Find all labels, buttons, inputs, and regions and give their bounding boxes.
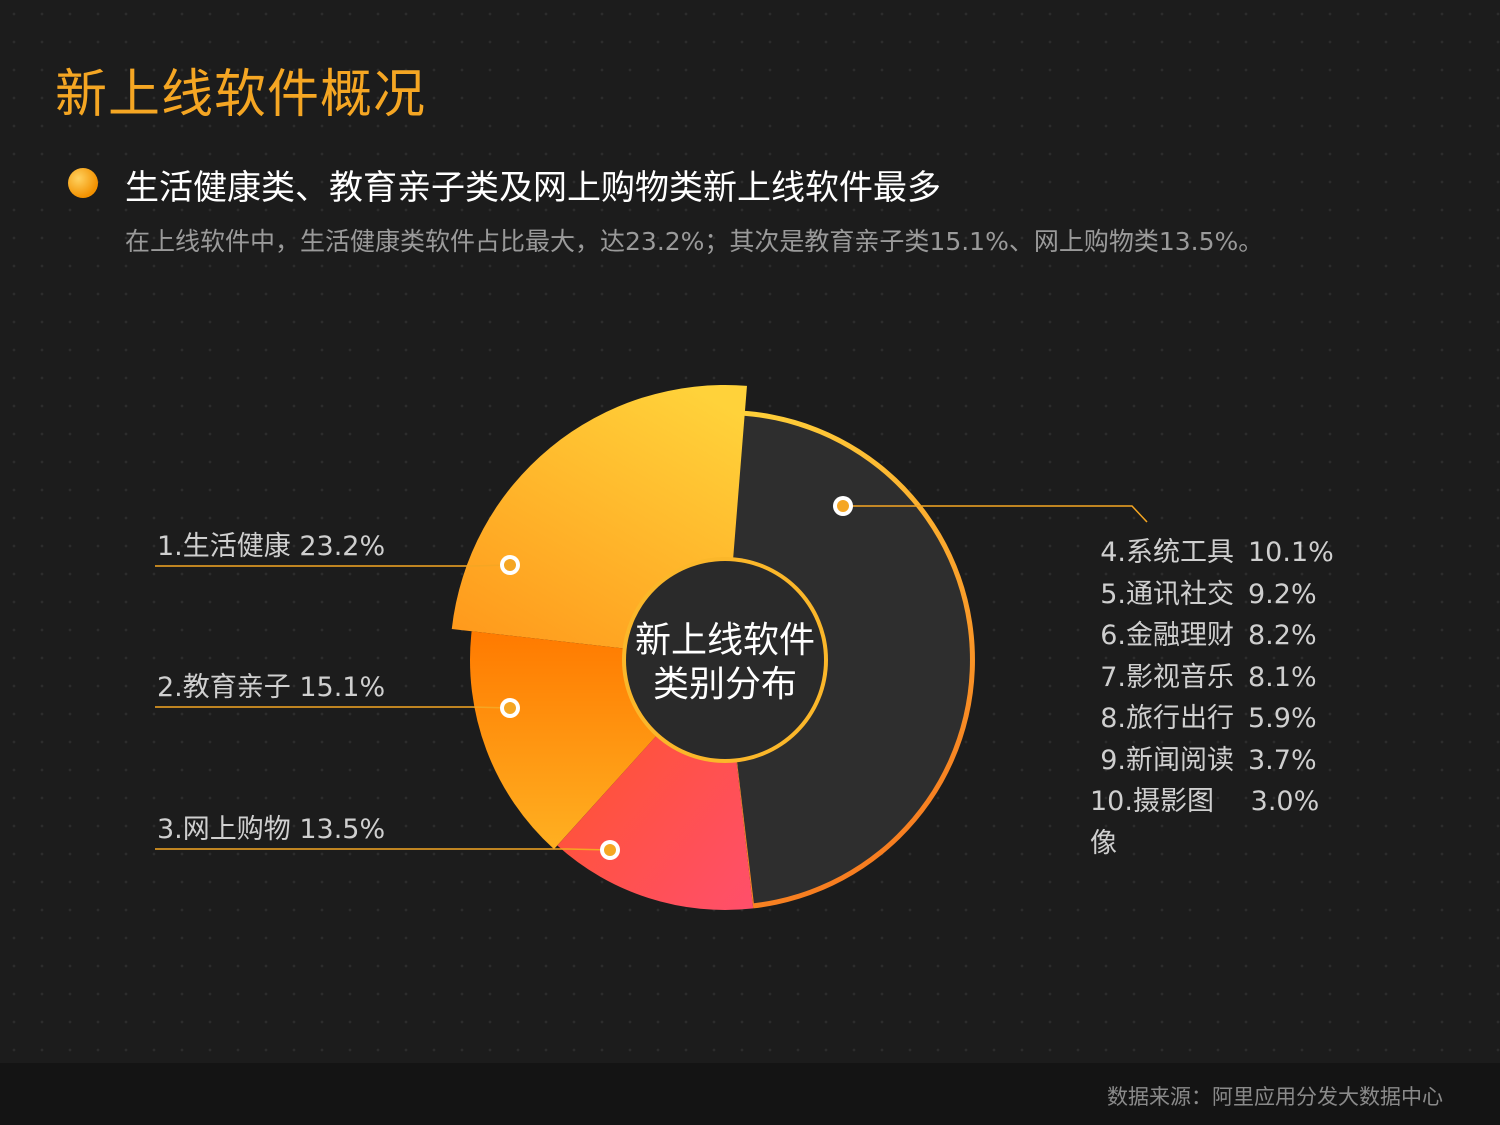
legend-item-label: 4.系统工具 (1100, 537, 1234, 568)
legend-item-value: 9.2% (1248, 578, 1317, 610)
slice-marker-inner (504, 702, 516, 714)
legend-item: 10.摄影图像 3.0% (1090, 781, 1340, 859)
others-legend: 4.系统工具 10.1% 5.通讯社交 9.2% 6.金融理财 8.2% 7.影视音乐… (1090, 532, 1340, 859)
description: 在上线软件中，生活健康类软件占比最大，达23.2%；其次是教育亲子类15.1%、… (125, 227, 1264, 256)
legend-item-label: 5.通讯社交 (1100, 578, 1234, 610)
legend-item: 9.新闻阅读 3.7% (1090, 740, 1340, 782)
legend-item: 5.通讯社交 9.2% (1090, 574, 1340, 616)
others-slice (725, 415, 970, 904)
footer-bar: 数据来源：阿里应用分发大数据中心 (0, 1063, 1500, 1125)
legend-item-value: 10.1% (1248, 537, 1334, 568)
legend-item-value: 8.1% (1248, 661, 1317, 693)
legend-item-value: 5.9% (1248, 703, 1317, 734)
page-title: 新上线软件概况 (55, 65, 427, 125)
center-hole (626, 561, 824, 759)
legend-item-label: 9.新闻阅读 (1100, 744, 1234, 776)
slice-label: 3.网上购物 13.5% (157, 814, 385, 845)
legend-item-label: 10.摄影图像 (1090, 786, 1214, 859)
bullet-dot-icon (68, 168, 98, 198)
legend-item: 4.系统工具 10.1% (1090, 532, 1340, 574)
others-marker-inner (837, 500, 849, 512)
slice-label: 1.生活健康 23.2% (157, 531, 385, 562)
slice-label: 2.教育亲子 15.1% (157, 672, 385, 703)
legend-item-value: 3.7% (1248, 744, 1317, 776)
slice-marker-inner (604, 844, 616, 856)
legend-item-label: 8.旅行出行 (1100, 703, 1234, 734)
center-label-line: 类别分布 (653, 664, 797, 705)
legend-item-label: 6.金融理财 (1100, 620, 1234, 651)
legend-item-value: 8.2% (1248, 620, 1317, 651)
center-label-line: 新上线软件 (635, 620, 815, 661)
slice-marker-inner (504, 559, 516, 571)
legend-item: 7.影视音乐 8.1% (1090, 657, 1340, 699)
subtitle: 生活健康类、教育亲子类及网上购物类新上线软件最多 (125, 168, 941, 208)
legend-item: 6.金融理财 8.2% (1090, 615, 1340, 657)
legend-item-value: 3.0% (1250, 786, 1320, 817)
data-source: 数据来源：阿里应用分发大数据中心 (1107, 1085, 1443, 1109)
others-leader-line (843, 505, 1148, 523)
legend-item-label: 7.影视音乐 (1100, 661, 1234, 693)
legend-item: 8.旅行出行 5.9% (1090, 698, 1340, 740)
